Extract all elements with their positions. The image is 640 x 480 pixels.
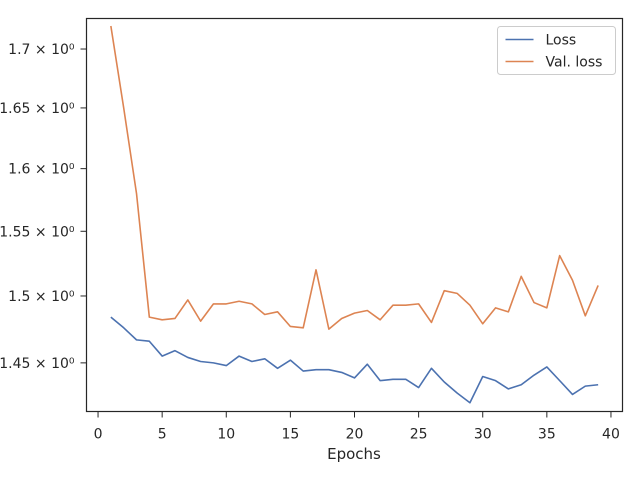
x-tick-label: 10 [217,427,235,443]
x-tick-label: 30 [474,427,492,443]
y-tick-label: 1.7 × 10⁰ [8,42,75,58]
x-tick-label: 35 [538,427,556,443]
series-line-0 [110,316,599,404]
y-tick-label: 1.55 × 10⁰ [0,224,75,240]
x-tick-label: 5 [158,427,167,443]
x-tick-label: 20 [346,427,364,443]
y-tick-label: 1.6 × 10⁰ [8,162,75,178]
series-line-1 [110,25,599,330]
plot-lines [110,25,599,404]
y-tick-label: 1.65 × 10⁰ [0,101,75,117]
x-tick-label: 0 [94,427,103,443]
y-axis-ticks: 1.45 × 10⁰ 1.5 × 10⁰ 1.55 × 10⁰ 1.6 × 10⁰ 1.… [0,42,87,372]
x-tick-label: 40 [602,427,620,443]
y-tick-label: 1.45 × 10⁰ [0,356,75,372]
legend-label-0: Loss [546,33,577,49]
legend: Loss Val. loss [497,26,616,75]
x-axis-ticks: 0 5 10 15 20 25 30 35 40 [94,411,620,443]
x-tick-label: 15 [281,427,299,443]
legend-label-1: Val. loss [546,55,603,71]
y-tick-label: 1.5 × 10⁰ [8,289,75,305]
legend-box [497,26,616,75]
x-axis-label: Epochs [327,445,381,463]
x-tick-label: 25 [410,427,428,443]
